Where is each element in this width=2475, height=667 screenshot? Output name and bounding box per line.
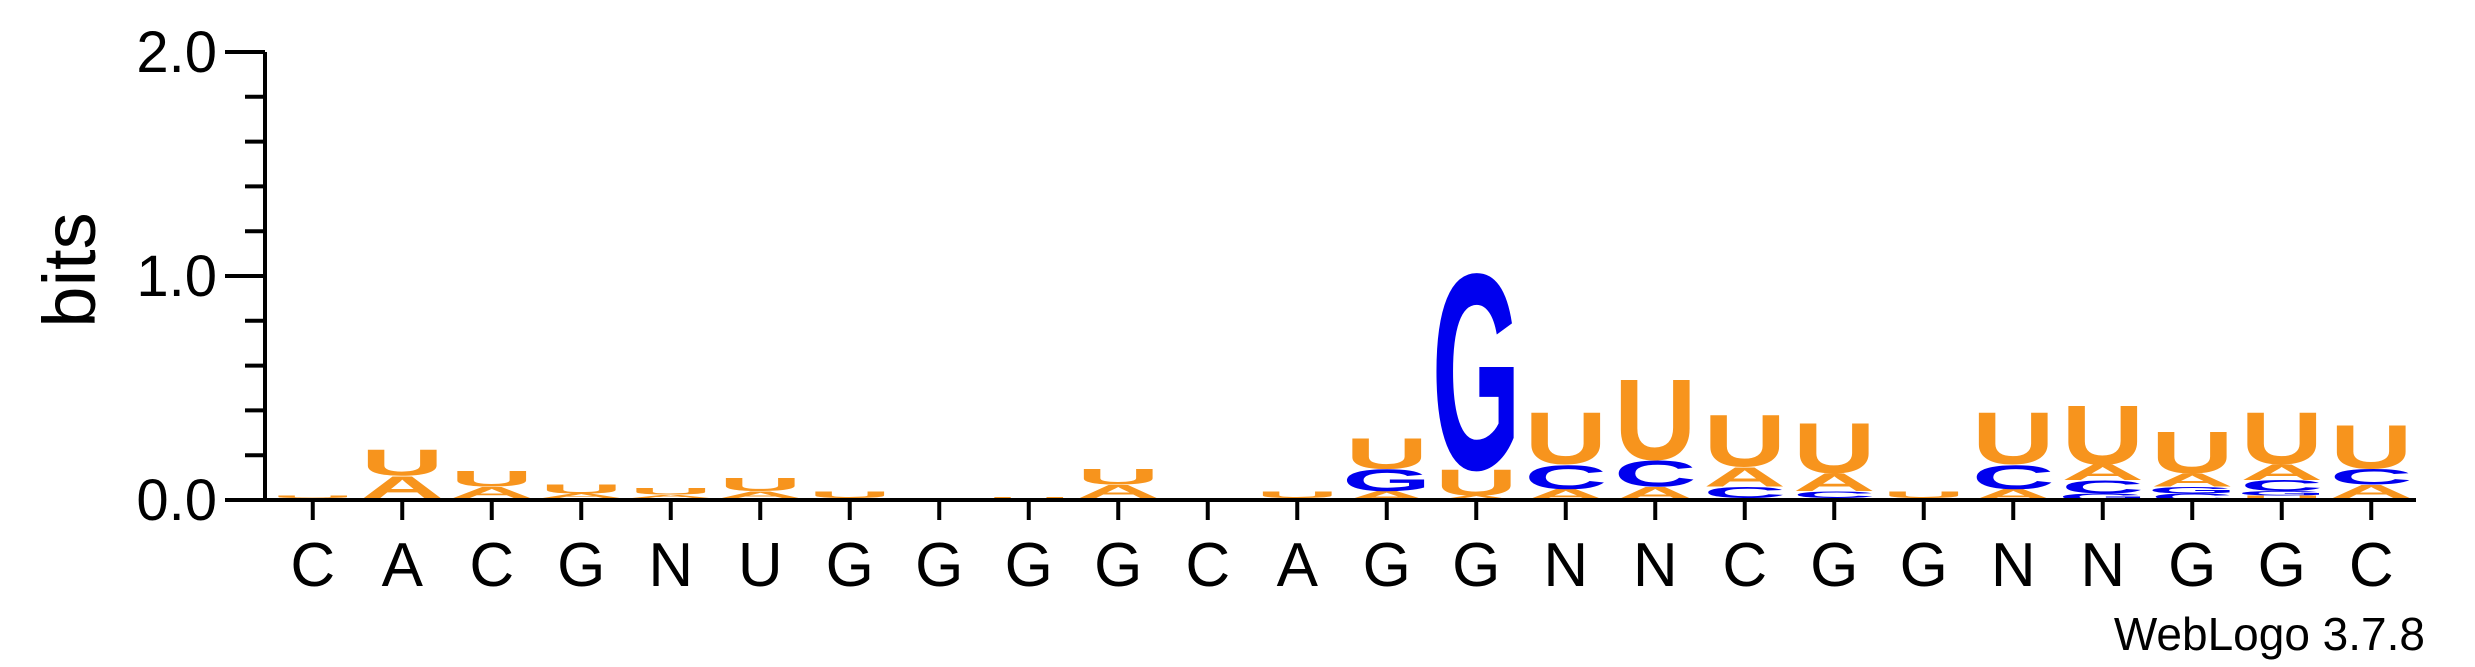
logo-letter-c: C xyxy=(2330,465,2413,489)
logo-letter-u: U xyxy=(1345,430,1428,478)
x-tick-label: G xyxy=(2168,531,2216,600)
logo-letter-c: C xyxy=(1524,458,1607,496)
logo-letter-u: U xyxy=(1614,356,1697,484)
logo-letter-a: A xyxy=(540,492,623,499)
logo-letter-u: U xyxy=(808,489,891,499)
x-tick-label: C xyxy=(1722,531,1767,600)
logo-letter-u: U xyxy=(1077,465,1160,489)
logo-letter-u: U xyxy=(1882,489,1965,499)
position-stack: AGU xyxy=(1342,430,1431,503)
logo-letter-u: U xyxy=(540,482,623,496)
logo-letter-c: C xyxy=(1614,453,1697,495)
x-tick-label: G xyxy=(915,531,963,600)
logo-letter-u: U xyxy=(271,494,354,498)
logo-letter-a: A xyxy=(2330,481,2413,502)
logo-letter-u: U xyxy=(2061,389,2144,483)
weblogo-credit: WebLogo 3.7.8 xyxy=(2114,608,2425,660)
x-tick-label: U xyxy=(738,531,783,600)
logo-letter-u: U xyxy=(2240,494,2323,501)
logo-letter-a: A xyxy=(2061,460,2144,484)
x-tick-label: G xyxy=(2258,531,2306,600)
logo-letter-u: U xyxy=(629,486,712,496)
position-stack: GAU xyxy=(358,442,447,504)
x-tick-label: G xyxy=(1452,531,1500,600)
logo-letter-u: U xyxy=(987,496,1070,499)
logo-letter-c: C xyxy=(2240,477,2323,494)
x-tick-label: C xyxy=(1185,531,1230,600)
logo-letter-g: G xyxy=(2237,490,2326,497)
x-tick-label: G xyxy=(1363,531,1411,600)
logo-letter-u: U xyxy=(1793,409,1876,489)
logo-letter-u: U xyxy=(1703,400,1786,483)
x-tick-label: G xyxy=(557,531,605,600)
logo-letter-a: A xyxy=(629,494,712,499)
logo-letter-u: U xyxy=(2151,421,2234,487)
logo-letter-u: U xyxy=(1524,398,1607,481)
logo-letter-c: C xyxy=(2151,492,2234,502)
position-stack: CAU xyxy=(540,482,623,501)
position-stack: ACU xyxy=(1972,398,2055,504)
logo-letter-c: C xyxy=(1793,489,1876,499)
logo-letter-u: U xyxy=(719,474,802,495)
position-stack: CACU xyxy=(2330,413,2413,502)
x-tick-label: N xyxy=(1633,531,1678,600)
logo-letter-a: A xyxy=(450,484,533,501)
x-tick-label: C xyxy=(2349,531,2394,600)
x-tick-label: C xyxy=(290,531,335,600)
x-tick-label: G xyxy=(1810,531,1858,600)
logo-letter-a: A xyxy=(2240,460,2323,484)
x-tick-label: A xyxy=(382,531,424,600)
y-axis-title: bits xyxy=(28,212,111,327)
logo-letter-a: A xyxy=(1793,468,1876,496)
logo-letter-u: U xyxy=(450,467,533,491)
logo-letter-u: U xyxy=(361,442,444,484)
y-axis: 0.0 1.0 2.0 xyxy=(136,20,267,533)
logo-letter-u: U xyxy=(1256,489,1339,499)
position-stack: CAU xyxy=(719,474,802,500)
x-tick-label: G xyxy=(826,531,874,600)
logo-letter-u: U xyxy=(2330,413,2413,483)
logo-letter-a: A xyxy=(1703,461,1786,492)
x-tick-label: N xyxy=(2080,531,2125,600)
logo-letter-a: A xyxy=(719,489,802,499)
y-tick-label: 1.0 xyxy=(136,244,217,309)
y-tick-label: 0.0 xyxy=(136,468,217,533)
position-stack: ACU xyxy=(1524,398,1607,504)
x-tick-label: G xyxy=(1005,531,1053,600)
position-stack: AUG xyxy=(1432,216,1521,529)
y-tick-label: 2.0 xyxy=(136,20,217,85)
position-stack: GAU xyxy=(447,467,536,501)
logo-letter-g: G xyxy=(2148,485,2237,495)
logo-letter-c: C xyxy=(1703,484,1786,501)
x-tick-label: G xyxy=(1900,531,1948,600)
logo-letter-u: U xyxy=(1972,398,2055,481)
logo-letter-u: U xyxy=(1435,462,1518,504)
logo-letter-a: A xyxy=(1435,494,1518,501)
logo-letter-c: C xyxy=(1972,458,2055,496)
x-tick-label: N xyxy=(1991,531,2036,600)
x-tick-label: C xyxy=(469,531,514,600)
x-tick-label: G xyxy=(1094,531,1142,600)
logo-letter-g: G xyxy=(1432,216,1521,529)
logo-letter-c: C xyxy=(2061,477,2144,498)
letter-stacks: AUGAUGAUCAUCAUCAUAUUAUGAUUAUAGUAUGACUACU… xyxy=(271,216,2412,529)
logo-letter-a: A xyxy=(2151,470,2234,491)
logo-letter-g: G xyxy=(2058,492,2147,502)
logo-letter-u: U xyxy=(2240,398,2323,481)
x-tick-label: A xyxy=(1277,531,1319,600)
logo-letter-g: G xyxy=(1342,463,1431,498)
logo-letter-a: A xyxy=(1077,481,1160,502)
x-tick-label: N xyxy=(648,531,693,600)
x-tick-label: N xyxy=(1543,531,1588,600)
position-stack: ACU xyxy=(1614,356,1697,504)
position-stack: GAU xyxy=(1074,465,1163,502)
